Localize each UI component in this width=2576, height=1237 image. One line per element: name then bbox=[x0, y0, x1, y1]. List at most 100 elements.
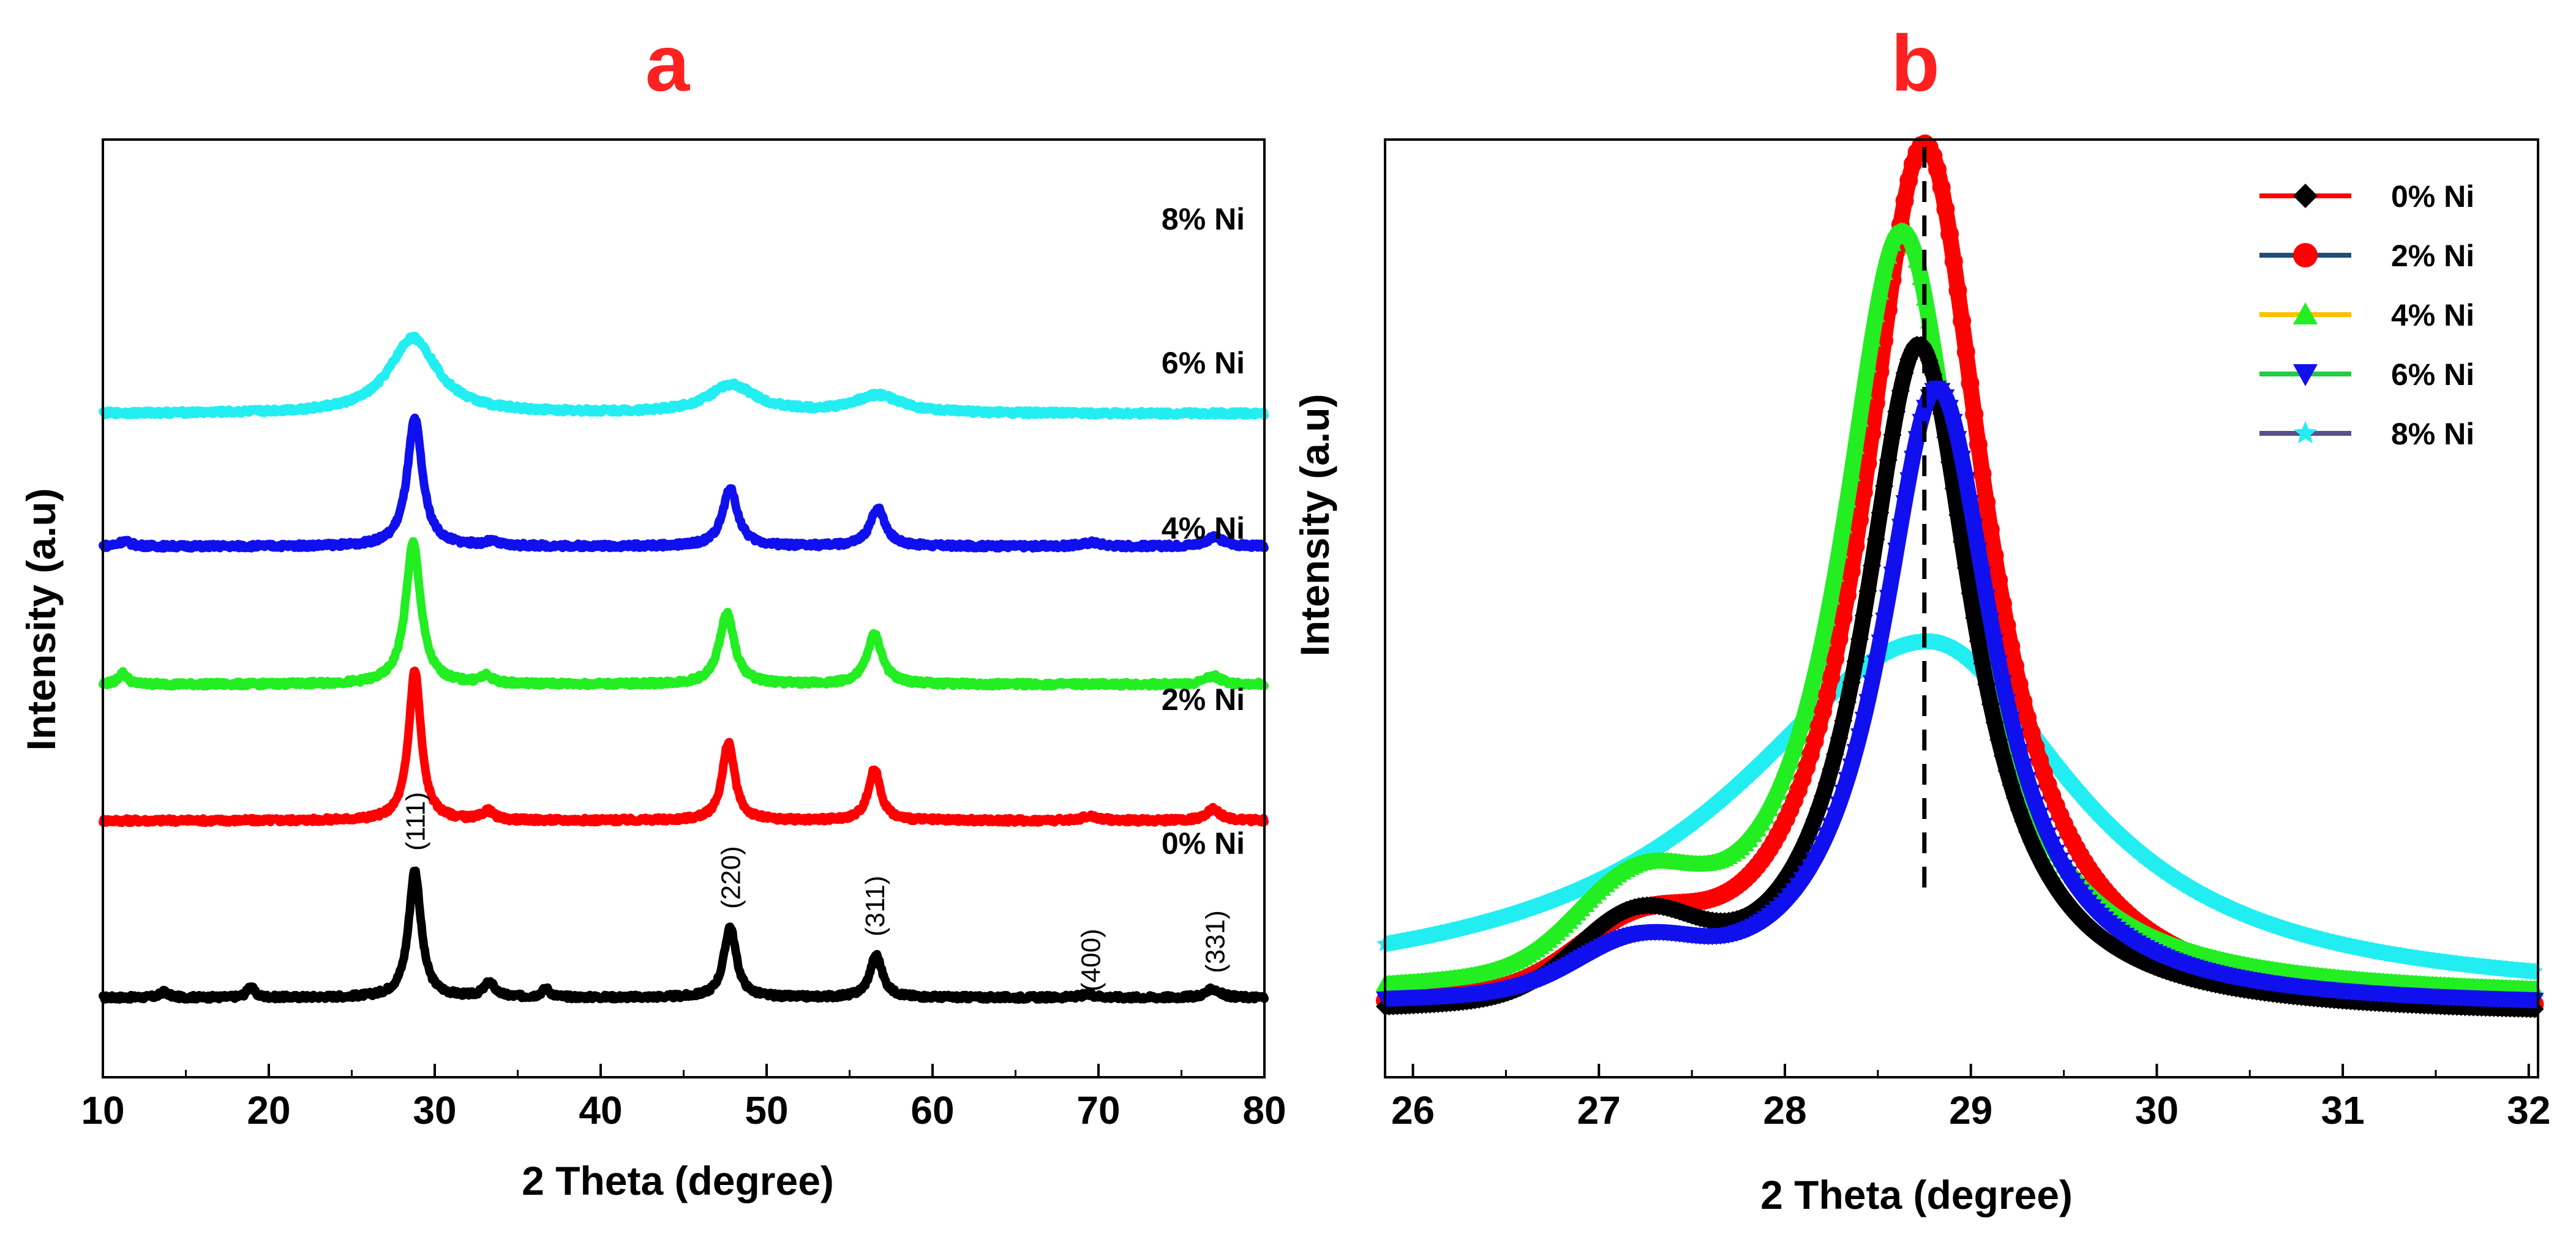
data-point bbox=[1834, 517, 1853, 534]
data-point bbox=[1785, 740, 1804, 757]
data-point bbox=[1875, 612, 1894, 629]
data-point bbox=[1532, 895, 1550, 912]
x-tick-label: 20 bbox=[247, 1088, 290, 1132]
peak-annotation: (400) bbox=[1076, 929, 1106, 992]
data-point bbox=[2010, 675, 2029, 693]
data-point bbox=[1488, 910, 1506, 927]
x-tick-label: 80 bbox=[1242, 1088, 1286, 1132]
data-point bbox=[1830, 796, 1849, 813]
data-point bbox=[1989, 570, 2008, 589]
panel-b-y-axis-title: Intensity (a.u) bbox=[1292, 394, 1337, 656]
data-point bbox=[1781, 752, 1800, 769]
data-point bbox=[1842, 562, 1861, 581]
data-point bbox=[1895, 192, 1914, 211]
data-point bbox=[1936, 200, 1955, 219]
data-point bbox=[1830, 728, 1849, 747]
data-point bbox=[1961, 495, 1980, 512]
data-point bbox=[2010, 744, 2029, 761]
data-point bbox=[1907, 431, 1926, 448]
x-tick-label: 27 bbox=[1577, 1088, 1621, 1132]
data-point bbox=[1912, 414, 1931, 431]
data-point bbox=[1566, 882, 1583, 899]
data-point bbox=[1655, 834, 1673, 851]
series-label-0ni: 0% Ni bbox=[1162, 826, 1245, 861]
data-point bbox=[1985, 546, 2004, 565]
data-point bbox=[1846, 744, 1865, 761]
data-point bbox=[1805, 667, 1824, 684]
data-point bbox=[1727, 777, 1746, 794]
data-point bbox=[1977, 589, 1996, 607]
data-point bbox=[1510, 903, 1528, 920]
data-point bbox=[1953, 533, 1972, 551]
data-point bbox=[1830, 629, 1849, 648]
data-point bbox=[1813, 702, 1832, 721]
data-point bbox=[1521, 899, 1539, 916]
series-label-6ni: 6% Ni bbox=[1162, 346, 1245, 380]
data-point bbox=[1834, 608, 1853, 627]
data-point bbox=[1768, 783, 1787, 800]
peak-annotation: (111) bbox=[400, 792, 430, 851]
data-point bbox=[1499, 906, 1517, 923]
data-point bbox=[1940, 225, 1959, 244]
series-label-8ni: 8% Ni bbox=[1162, 202, 1245, 236]
series-line-2ni bbox=[99, 667, 1269, 828]
data-point bbox=[1961, 374, 1980, 393]
data-point bbox=[1817, 686, 1836, 704]
data-point bbox=[1895, 364, 1914, 383]
data-point bbox=[1689, 810, 1707, 827]
data-point bbox=[1822, 760, 1841, 779]
data-point bbox=[1965, 608, 1984, 627]
data-point bbox=[1879, 450, 1898, 469]
data-point bbox=[1705, 796, 1723, 813]
peak-annotation: (331) bbox=[1201, 910, 1231, 973]
data-point bbox=[1956, 472, 1975, 489]
data-point bbox=[1863, 675, 1882, 692]
data-point bbox=[1571, 880, 1590, 897]
data-point bbox=[1866, 305, 1885, 323]
legend-label: 2% Ni bbox=[2391, 239, 2474, 273]
data-point bbox=[2014, 758, 2033, 775]
x-tick-label: 26 bbox=[1391, 1088, 1435, 1132]
data-point bbox=[1965, 405, 1984, 424]
data-point bbox=[1969, 435, 1988, 454]
data-point bbox=[1989, 655, 2008, 672]
data-point bbox=[1961, 584, 1980, 603]
data-point bbox=[2038, 827, 2057, 844]
data-point bbox=[1694, 805, 1712, 822]
panel-a-chart: a 10 20 30 40 50 60 70 80 0% Ni 2% Ni 4% Ni 6% Ni 8… bbox=[18, 18, 1286, 1203]
data-point bbox=[1863, 424, 1882, 443]
data-point bbox=[1813, 629, 1832, 646]
legend-label: 6% Ni bbox=[2391, 357, 2474, 392]
data-point bbox=[1858, 454, 1877, 473]
data-point bbox=[1672, 822, 1690, 839]
legend-marker bbox=[2293, 184, 2318, 208]
data-point bbox=[1850, 630, 1869, 649]
series-markers-6ni bbox=[1376, 380, 2544, 1009]
data-point bbox=[1858, 581, 1877, 600]
data-point bbox=[1875, 263, 1894, 280]
data-point bbox=[1773, 773, 1792, 790]
series-label-4ni: 4% Ni bbox=[1162, 511, 1245, 545]
x-tick-label: 60 bbox=[911, 1088, 954, 1132]
data-point bbox=[1993, 594, 2012, 613]
panel-a-series-group bbox=[99, 331, 1269, 1004]
x-tick-label: 30 bbox=[413, 1088, 456, 1132]
data-point bbox=[1493, 908, 1511, 925]
x-tick-label: 70 bbox=[1076, 1088, 1120, 1132]
data-point bbox=[2022, 723, 2041, 742]
data-point bbox=[1883, 566, 1902, 583]
data-point bbox=[1526, 897, 1545, 914]
data-point bbox=[1438, 922, 1455, 940]
data-point bbox=[1482, 911, 1500, 928]
data-point bbox=[1944, 252, 1963, 271]
data-point bbox=[1801, 683, 1820, 700]
data-point bbox=[1953, 312, 1972, 331]
panel-b-plot-frame bbox=[1384, 138, 2539, 1078]
data-point bbox=[1948, 506, 1967, 525]
data-point bbox=[1538, 893, 1556, 910]
data-point bbox=[1850, 728, 1869, 746]
series-line-0ni bbox=[99, 866, 1269, 1004]
data-point bbox=[1716, 787, 1735, 804]
data-point bbox=[1830, 541, 1849, 558]
data-point bbox=[1515, 901, 1533, 918]
